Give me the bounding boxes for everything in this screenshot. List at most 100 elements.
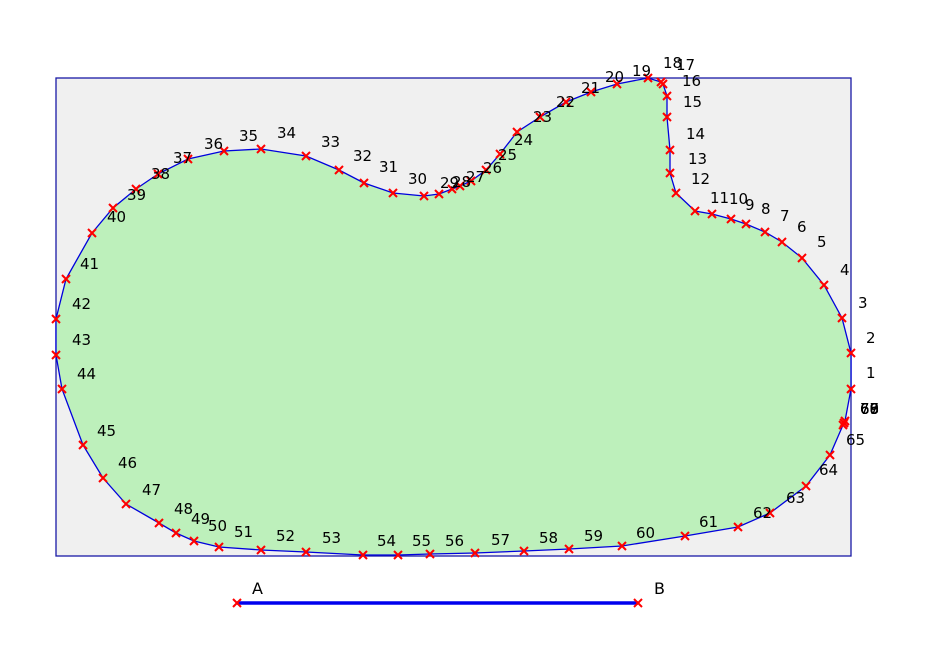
boundary-label: 51 bbox=[234, 523, 253, 541]
boundary-label: 39 bbox=[127, 186, 146, 204]
boundary-label: 29 bbox=[440, 174, 459, 192]
boundary-label: 22 bbox=[556, 93, 575, 111]
boundary-marker bbox=[301, 547, 311, 557]
boundary-marker bbox=[334, 165, 344, 175]
boundary-marker bbox=[561, 97, 571, 107]
boundary-label: 46 bbox=[118, 454, 137, 472]
boundary-marker bbox=[564, 544, 574, 554]
boundary-marker bbox=[481, 165, 491, 175]
boundary-marker bbox=[665, 168, 675, 178]
boundary-label: 17 bbox=[676, 56, 695, 74]
boundary-label: 60 bbox=[636, 524, 655, 542]
boundary-marker bbox=[131, 184, 141, 194]
boundary-marker bbox=[358, 550, 368, 560]
boundary-label: 9 bbox=[745, 196, 755, 214]
boundary-label: 68 bbox=[860, 400, 879, 418]
boundary-label: 49 bbox=[191, 510, 210, 528]
boundary-label: 25 bbox=[498, 146, 517, 164]
boundary-marker bbox=[108, 203, 118, 213]
boundary-marker bbox=[51, 350, 61, 360]
boundary-marker bbox=[840, 416, 850, 426]
boundary-marker bbox=[612, 79, 622, 89]
boundary-label: 64 bbox=[819, 461, 838, 479]
boundary-label: 45 bbox=[97, 422, 116, 440]
boundary-marker bbox=[519, 546, 529, 556]
boundary-label: 32 bbox=[353, 147, 372, 165]
boundary-label: 4 bbox=[840, 261, 850, 279]
boundary-label: 15 bbox=[683, 93, 702, 111]
boundary-marker bbox=[656, 77, 666, 87]
segment-label-b: B bbox=[654, 579, 665, 598]
boundary-marker bbox=[535, 112, 545, 122]
boundary-marker bbox=[662, 112, 672, 122]
boundary-marker bbox=[425, 549, 435, 559]
boundary-label: 61 bbox=[699, 513, 718, 531]
boundary-marker bbox=[388, 188, 398, 198]
boundary-label: 70 bbox=[860, 400, 879, 418]
boundary-label: 1 bbox=[866, 364, 876, 382]
boundary-marker bbox=[586, 87, 596, 97]
boundary-marker bbox=[819, 280, 829, 290]
boundary-label: 23 bbox=[533, 108, 552, 126]
boundary-label: 55 bbox=[412, 532, 431, 550]
boundary-marker bbox=[512, 127, 522, 137]
boundary-marker bbox=[707, 209, 717, 219]
boundary-label: 50 bbox=[208, 517, 227, 535]
boundary-label: 14 bbox=[686, 125, 705, 143]
boundary-marker bbox=[447, 184, 457, 194]
segment-label-a: A bbox=[252, 579, 263, 598]
boundary-label: 67 bbox=[860, 400, 879, 418]
boundary-marker bbox=[662, 91, 672, 101]
boundary-marker bbox=[51, 314, 61, 324]
boundary-label: 21 bbox=[581, 79, 600, 97]
boundary-label: 57 bbox=[491, 531, 510, 549]
boundary-marker bbox=[617, 541, 627, 551]
boundary-marker bbox=[466, 176, 476, 186]
boundary-marker bbox=[61, 274, 71, 284]
boundary-label: 34 bbox=[277, 124, 296, 142]
boundary-label: 47 bbox=[142, 481, 161, 499]
segment-a-marker bbox=[232, 598, 242, 608]
boundary-label: 35 bbox=[239, 127, 258, 145]
boundary-label: 38 bbox=[151, 165, 170, 183]
boundary-label: 56 bbox=[445, 532, 464, 550]
boundary-marker bbox=[393, 550, 403, 560]
boundary-label: 54 bbox=[377, 532, 396, 550]
boundary-label: 42 bbox=[72, 295, 91, 313]
boundary-marker bbox=[643, 73, 653, 83]
boundary-marker bbox=[846, 348, 856, 358]
boundary-marker bbox=[733, 522, 743, 532]
boundary-label: 37 bbox=[173, 149, 192, 167]
boundary-marker bbox=[219, 146, 229, 156]
boundary-marker bbox=[470, 548, 480, 558]
boundary-marker bbox=[434, 189, 444, 199]
boundary-marker bbox=[495, 149, 505, 159]
boundary-label: 41 bbox=[80, 255, 99, 273]
boundary-label: 58 bbox=[539, 529, 558, 547]
boundary-label: 66 bbox=[860, 400, 879, 418]
boundary-label: 53 bbox=[322, 529, 341, 547]
boundary-marker bbox=[741, 219, 751, 229]
boundary-marker bbox=[726, 214, 736, 224]
boundary-marker bbox=[183, 154, 193, 164]
boundary-label: 36 bbox=[204, 135, 223, 153]
boundary-label: 52 bbox=[276, 527, 295, 545]
boundary-label: 26 bbox=[483, 159, 502, 177]
boundary-marker bbox=[87, 228, 97, 238]
boundary-marker bbox=[359, 178, 369, 188]
boundary-markers bbox=[51, 73, 856, 560]
boundary-marker bbox=[801, 481, 811, 491]
boundary-marker bbox=[837, 313, 847, 323]
boundary-marker bbox=[301, 151, 311, 161]
boundary-label: 59 bbox=[584, 527, 603, 545]
boundary-marker bbox=[256, 144, 266, 154]
boundary-label: 43 bbox=[72, 331, 91, 349]
boundary-marker bbox=[78, 440, 88, 450]
boundary-marker bbox=[153, 169, 163, 179]
boundary-label: 33 bbox=[321, 133, 340, 151]
boundary-marker bbox=[98, 473, 108, 483]
boundary-label: 20 bbox=[605, 68, 624, 86]
boundary-marker bbox=[846, 384, 856, 394]
boundary-marker bbox=[154, 518, 164, 528]
